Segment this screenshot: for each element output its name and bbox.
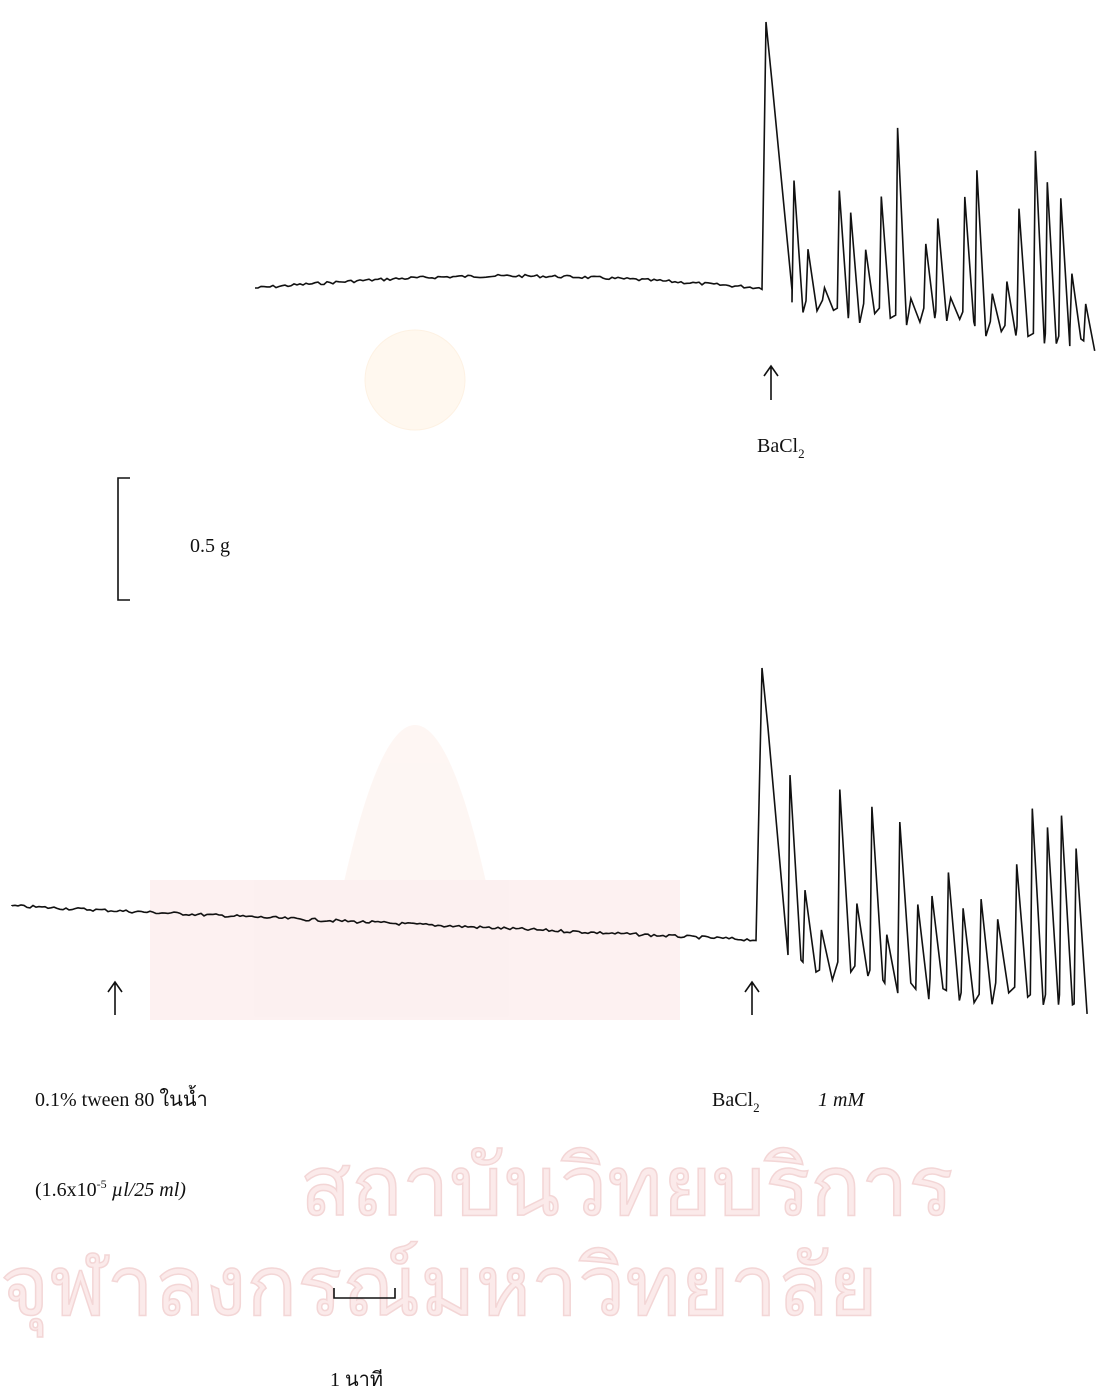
watermark-line-2: จุฬาลงกรณ์มหาวิทยาลัย bbox=[0, 1237, 878, 1338]
sup: -5 bbox=[97, 1177, 107, 1191]
traces bbox=[12, 22, 1095, 1014]
text: µl/25 ml) bbox=[107, 1179, 187, 1201]
marker-text: BaCl bbox=[712, 1089, 754, 1111]
marker-1-line-2: (1.6x10-5 µl/25 ml) bbox=[35, 1177, 186, 1201]
marker-1-line-1: 0.1% tween 80 ในน้ำ bbox=[35, 1085, 208, 1111]
concentration: 1 mM bbox=[818, 1089, 865, 1111]
marker-text: BaCl bbox=[757, 435, 799, 457]
marker-sub: 2 bbox=[798, 446, 805, 461]
time-label: 1 นาที bbox=[330, 1369, 383, 1391]
scale-bar bbox=[118, 478, 130, 600]
bottom-marker: BaCl2 bbox=[712, 1089, 760, 1115]
top-marker: BaCl2 bbox=[757, 435, 805, 461]
scale-label: 0.5 g bbox=[190, 535, 230, 557]
text: (1.6x10 bbox=[35, 1179, 97, 1201]
watermark-line-1: สถาบันวิทยบริการ bbox=[300, 1137, 953, 1235]
top-trace bbox=[255, 22, 1095, 351]
page: สถาบันวิทยบริการ จุฬาลงกรณ์มหาวิทยาลัย B… bbox=[0, 0, 1099, 1394]
marker-sub: 2 bbox=[753, 1100, 760, 1115]
